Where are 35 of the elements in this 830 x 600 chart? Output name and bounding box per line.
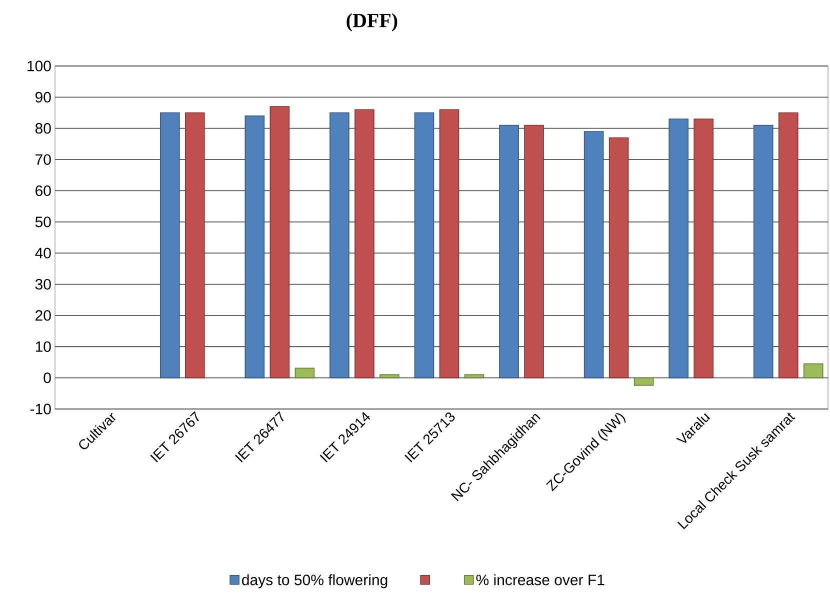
y-tick-label: 60 [36,185,51,196]
legend-label: days to 50% flowering [242,574,388,588]
bar [330,112,350,378]
y-tick-label: 90 [35,92,51,102]
bar [634,377,654,386]
bar [753,124,774,378]
y-tick-label: 0 [44,372,51,384]
bar [668,118,688,378]
y-tick-label: 40 [35,248,51,258]
bar [778,112,798,378]
bar [244,115,265,378]
chart-title: (DFF) [346,13,398,32]
bar [694,118,714,378]
bar [608,137,629,378]
bar [499,124,519,378]
bar [414,112,434,378]
y-tick-label: 30 [35,278,51,290]
y-tick-label: 20 [36,310,51,321]
y-tick-label: -10 [30,404,51,414]
bar [294,368,315,378]
bar [524,124,544,378]
y-tick-label: 10 [36,341,51,352]
y-tick-label: 50 [35,216,51,228]
bar [184,112,205,378]
y-tick-label: 100 [28,60,51,72]
y-tick-label: 70 [36,154,51,165]
legend-label: % increase over F1 [476,574,604,586]
bar [584,131,604,378]
bar [380,374,400,378]
y-tick-label: 80 [35,123,51,134]
bar [270,106,290,378]
bar [160,112,180,378]
bar [439,109,460,378]
bar [803,363,824,378]
bar [354,109,374,378]
